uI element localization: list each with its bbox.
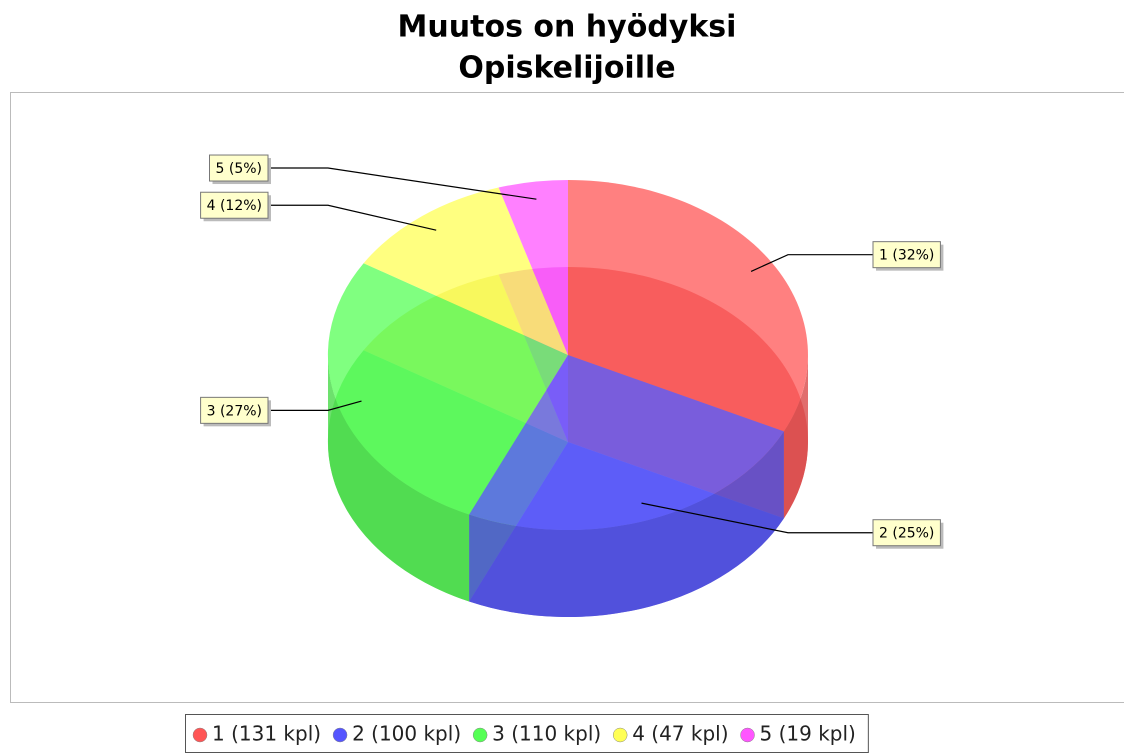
legend-label: 5 (19 kpl) <box>760 722 856 746</box>
legend-label: 1 (131 kpl) <box>212 722 321 746</box>
labels: 1 (32%) 2 (25%) 3 (27%) 4 (12%) 5 (5%) <box>200 154 944 549</box>
slice-label: 5 (5%) <box>216 161 263 177</box>
slice <box>327 263 568 515</box>
chart-title: Muutos on hyödyksi <box>398 10 737 45</box>
legend-label: 4 (47 kpl) <box>632 722 728 746</box>
legend-swatch <box>192 727 208 743</box>
legend-swatch <box>332 727 348 743</box>
slice <box>469 355 784 531</box>
legend: 1 (131 kpl) 2 (100 kpl) 3 (110 kpl) 4 (47 k… <box>192 722 856 746</box>
legend-swatch <box>740 727 755 743</box>
slice-label: 3 (27%) <box>207 403 262 419</box>
legend-label: 2 (100 kpl) <box>352 722 461 746</box>
slice-label: 2 (25%) <box>879 526 934 542</box>
legend-swatch <box>612 727 628 743</box>
label-box <box>200 396 269 424</box>
leader-line <box>641 502 873 534</box>
slice <box>363 187 568 355</box>
leader-line <box>268 167 537 200</box>
leader-line <box>268 400 362 411</box>
legend-label: 3 (110 kpl) <box>492 722 601 746</box>
label-box <box>200 191 269 219</box>
pie <box>327 180 808 618</box>
slice-side <box>469 431 784 618</box>
slice-side <box>783 355 808 519</box>
label-box <box>872 519 941 547</box>
label-box <box>209 154 269 182</box>
chart-subtitle: Opiskelijoille <box>458 51 675 86</box>
leader-line <box>750 254 873 272</box>
label-box <box>872 241 941 269</box>
legend-swatch <box>472 727 488 743</box>
leader-line <box>268 204 437 231</box>
slice-label: 4 (12%) <box>207 198 262 214</box>
slice-label: 1 (32%) <box>879 248 934 264</box>
slice <box>498 180 568 355</box>
slice <box>568 180 808 432</box>
slice-side <box>328 355 470 602</box>
